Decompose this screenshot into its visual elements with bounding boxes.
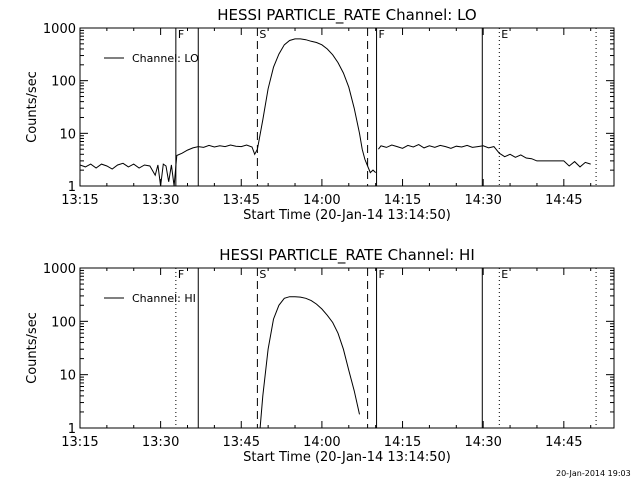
y-tick-label: 10 (59, 369, 76, 384)
footer-timestamp: 20-Jan-2014 19:03 (556, 469, 631, 478)
y-axis-label: Counts/sec (25, 71, 40, 143)
series-line (259, 296, 360, 428)
legend-label: Channel: LO (132, 52, 199, 65)
y-tick-label: 100 (51, 315, 76, 330)
axes-frame (79, 267, 615, 429)
y-axis-label: Counts/sec (25, 312, 40, 384)
x-tick-label: 14:45 (545, 193, 582, 208)
legend-label: Channel: HI (132, 292, 196, 305)
event-marker-label: E (501, 268, 508, 281)
y-tick-label: 10 (59, 127, 76, 142)
event-marker-label: S (259, 28, 266, 41)
y-tick-label: 1 (68, 180, 76, 195)
x-axis-label: Start Time (20-Jan-14 13:14:50) (243, 450, 451, 465)
event-marker-label: F (379, 28, 385, 41)
x-tick-label: 14:30 (464, 193, 501, 208)
event-marker-label: E (501, 28, 508, 41)
event-marker-label: F (379, 268, 385, 281)
x-tick-label: 13:45 (223, 193, 260, 208)
panel-lo: HESSI PARTICLE_RATE Channel: LO 13:15 13:3… (25, 6, 615, 223)
y-tick-label: 100 (51, 75, 76, 90)
y-tick-label: 1000 (43, 262, 76, 277)
x-tick-label: 13:15 (61, 193, 98, 208)
series-line (80, 38, 377, 186)
y-tick-label: 1 (68, 422, 76, 437)
panel-hi: HESSI PARTICLE_RATE Channel: HI 13:15 13:3… (25, 246, 615, 465)
series-line (378, 144, 591, 168)
x-tick-label: 14:00 (303, 435, 340, 450)
x-tick-label: 14:15 (384, 435, 421, 450)
x-tick-label: 13:15 (61, 435, 98, 450)
x-axis-label: Start Time (20-Jan-14 13:14:50) (243, 208, 451, 223)
chart-title: HESSI PARTICLE_RATE Channel: HI (219, 246, 475, 265)
x-tick-label: 14:00 (303, 193, 340, 208)
event-marker-label: S (259, 268, 266, 281)
chart-title: HESSI PARTICLE_RATE Channel: LO (217, 6, 476, 25)
axes-frame (79, 27, 615, 187)
y-tick-label: 1000 (43, 22, 76, 37)
event-marker-label: F (178, 28, 184, 41)
x-tick-label: 14:45 (545, 435, 582, 450)
x-tick-label: 13:30 (142, 435, 179, 450)
x-tick-label: 14:15 (384, 193, 421, 208)
x-tick-label: 14:30 (464, 435, 501, 450)
x-tick-label: 13:45 (223, 435, 260, 450)
event-marker-label: F (178, 268, 184, 281)
x-tick-label: 13:30 (142, 193, 179, 208)
